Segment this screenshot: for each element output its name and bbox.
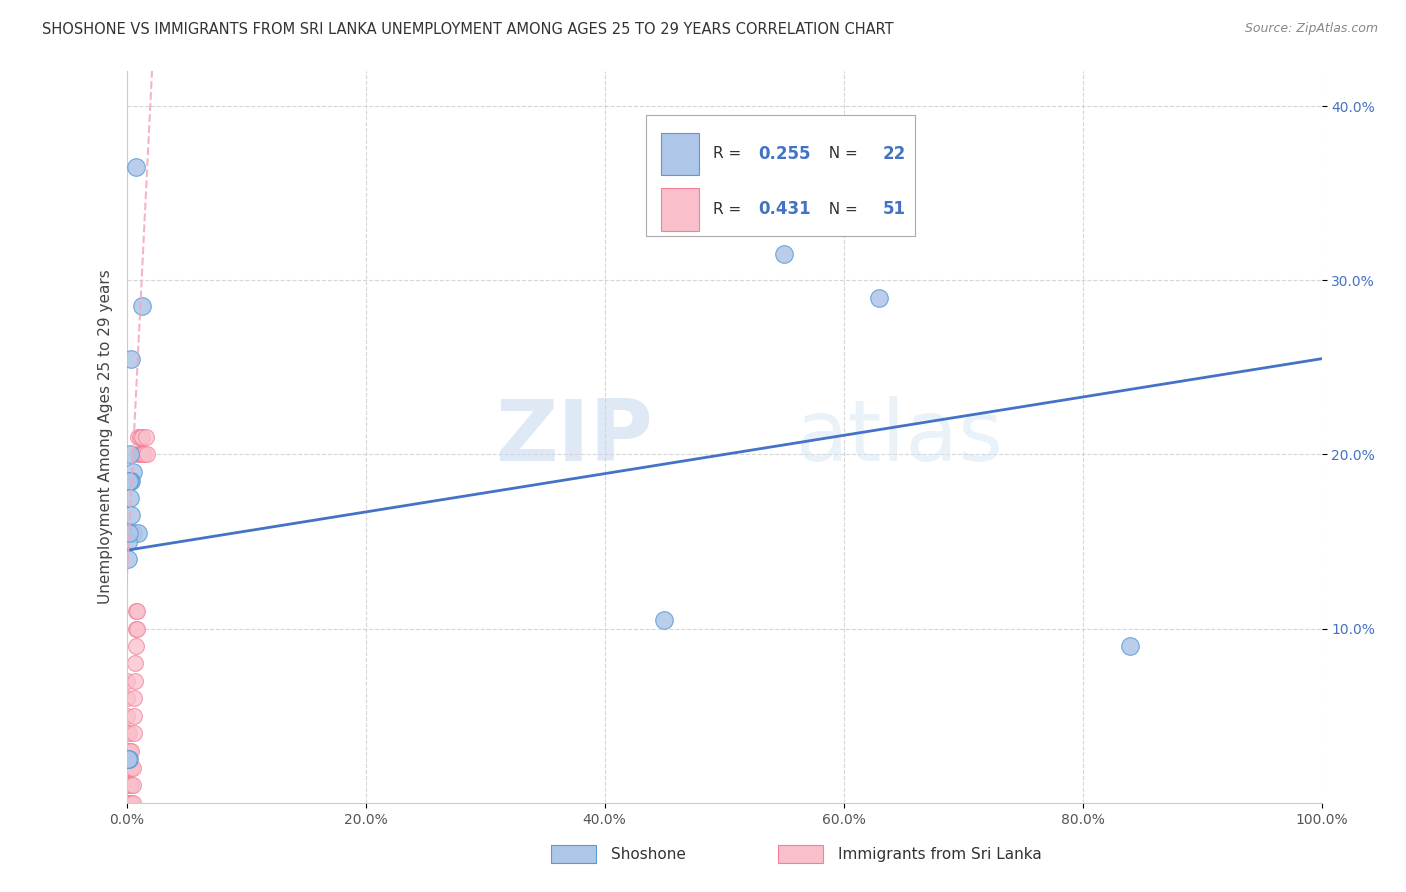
Point (117, 534, 139, 549)
Text: N =: N = (818, 202, 862, 217)
Text: atlas: atlas (796, 395, 1004, 479)
Point (132, 448, 155, 462)
Point (122, 726, 145, 740)
Point (125, 604, 148, 618)
Point (127, 430, 149, 444)
Point (121, 761, 143, 775)
Point (129, 430, 152, 444)
Point (127, 525, 149, 540)
Point (115, 691, 138, 706)
Point (120, 508, 142, 523)
Point (120, 474, 142, 488)
Point (135, 430, 157, 444)
Point (124, 673, 146, 688)
Point (115, 673, 138, 688)
Point (120, 491, 142, 505)
Point (115, 796, 138, 810)
Point (118, 525, 141, 540)
Point (117, 761, 139, 775)
Text: Shoshone: Shoshone (610, 847, 686, 862)
Point (868, 291, 891, 305)
Point (117, 796, 139, 810)
Point (131, 430, 153, 444)
Point (115, 761, 138, 775)
Point (120, 796, 142, 810)
Point (652, 613, 675, 627)
Point (120, 474, 142, 488)
Point (120, 743, 142, 757)
Text: R =: R = (713, 146, 747, 161)
Point (120, 778, 142, 792)
Point (118, 743, 141, 757)
Point (128, 448, 150, 462)
Point (120, 351, 142, 366)
Point (125, 160, 148, 174)
Point (131, 300, 153, 314)
Point (120, 778, 142, 792)
Y-axis label: Unemployment Among Ages 25 to 29 years: Unemployment Among Ages 25 to 29 years (97, 269, 112, 605)
Point (121, 778, 143, 792)
Point (120, 761, 142, 775)
Point (125, 639, 148, 653)
Point (135, 448, 157, 462)
Point (118, 752, 141, 766)
Point (115, 726, 138, 740)
Text: 0.255: 0.255 (759, 145, 811, 163)
Point (117, 778, 139, 792)
Point (117, 552, 139, 566)
Point (120, 761, 142, 775)
Point (118, 778, 141, 792)
Point (124, 657, 146, 671)
Point (122, 708, 145, 723)
Text: R =: R = (713, 202, 747, 217)
Point (117, 752, 139, 766)
Point (127, 448, 149, 462)
Point (117, 752, 139, 766)
Text: 51: 51 (883, 201, 905, 219)
Point (120, 796, 142, 810)
Point (125, 622, 148, 636)
Point (118, 474, 141, 488)
Point (120, 448, 142, 462)
Point (121, 525, 143, 540)
Point (115, 743, 138, 757)
FancyBboxPatch shape (778, 845, 824, 863)
Point (129, 448, 152, 462)
Point (121, 465, 143, 479)
Point (121, 796, 143, 810)
Point (127, 622, 149, 636)
Point (1119, 639, 1142, 653)
Text: 0.431: 0.431 (759, 201, 811, 219)
Text: ZIP: ZIP (495, 395, 652, 479)
Text: 22: 22 (883, 145, 907, 163)
FancyBboxPatch shape (647, 115, 915, 235)
Point (115, 708, 138, 723)
Point (118, 761, 141, 775)
Point (131, 448, 153, 462)
Point (117, 743, 139, 757)
Point (127, 604, 149, 618)
Point (128, 430, 150, 444)
Point (773, 247, 796, 261)
FancyBboxPatch shape (661, 188, 699, 231)
Point (117, 726, 139, 740)
FancyBboxPatch shape (551, 845, 596, 863)
Point (118, 796, 141, 810)
FancyBboxPatch shape (661, 133, 699, 175)
Point (115, 778, 138, 792)
Point (122, 691, 145, 706)
Text: N =: N = (818, 146, 862, 161)
Point (118, 726, 141, 740)
Point (134, 448, 156, 462)
Point (120, 743, 142, 757)
Text: SHOSHONE VS IMMIGRANTS FROM SRI LANKA UNEMPLOYMENT AMONG AGES 25 TO 29 YEARS COR: SHOSHONE VS IMMIGRANTS FROM SRI LANKA UN… (42, 22, 894, 37)
Text: Immigrants from Sri Lanka: Immigrants from Sri Lanka (838, 847, 1042, 862)
Text: Source: ZipAtlas.com: Source: ZipAtlas.com (1244, 22, 1378, 36)
